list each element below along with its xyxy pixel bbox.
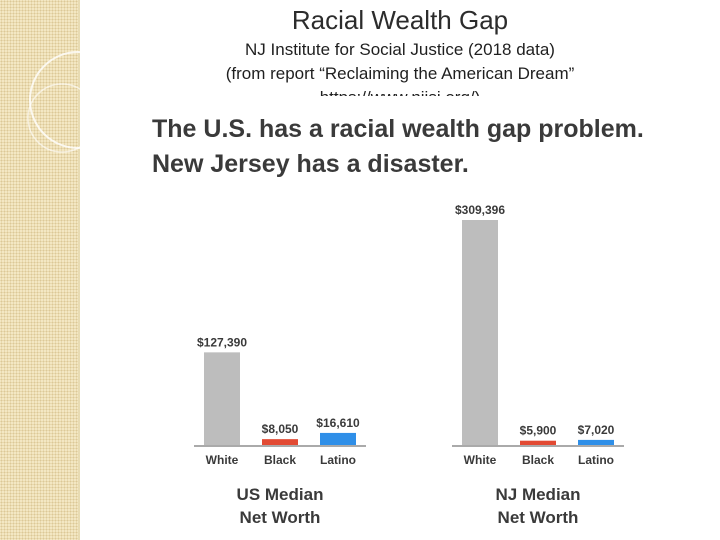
infographic-headline: The U.S. has a racial wealth gap problem…: [152, 112, 644, 182]
nj-chart-title-line-2: Net Worth: [498, 508, 579, 527]
nj-chart-title-line-1: NJ Median: [495, 485, 580, 504]
bar-charts: $127,390 White $8,050 Black $16,610 Latino US …: [194, 203, 624, 527]
subtitle-line-2: (from report “Reclaiming the American Dr…: [225, 64, 575, 83]
nj-bar-black: [520, 440, 556, 445]
slide-title: Racial Wealth Gap: [291, 5, 509, 35]
us-value-label-white: $127,390: [197, 335, 247, 349]
us-value-label-latino: $16,610: [316, 416, 360, 430]
us-bar-white: [204, 352, 240, 445]
us-bar-black: [262, 439, 298, 445]
nj-category-label-white: White: [464, 453, 497, 467]
slide-subtitle: NJ Institute for Social Justice (2018 da…: [80, 38, 720, 96]
nj-category-label-latino: Latino: [578, 453, 614, 467]
nj-bar-white: [462, 220, 498, 445]
us-category-label-black: Black: [264, 453, 296, 467]
headline-line-1: The U.S. has a racial wealth gap problem…: [152, 115, 644, 143]
us-value-label-black: $8,050: [262, 422, 299, 436]
sidebar-decoration: [0, 0, 78, 540]
nj-category-label-black: Black: [522, 453, 554, 467]
us-category-label-latino: Latino: [320, 453, 356, 467]
nj-value-label-black: $5,900: [520, 424, 557, 438]
nj-value-label-white: $309,396: [455, 203, 505, 217]
nj-value-label-latino: $7,020: [578, 423, 615, 437]
nj-bar-latino: [578, 439, 614, 445]
subtitle-line-1: NJ Institute for Social Justice (2018 da…: [245, 40, 555, 59]
us-bar-latino: [320, 432, 356, 445]
us-chart-title-line-2: Net Worth: [240, 508, 321, 527]
us-category-label-white: White: [206, 453, 239, 467]
infographic: The U.S. has a racial wealth gap problem…: [80, 100, 720, 540]
subtitle-line-3: https://www.njisj.org/): [80, 86, 720, 96]
headline-line-2: New Jersey has a disaster.: [152, 150, 469, 178]
sidebar-divider: [78, 0, 80, 540]
us-chart-title-line-1: US Median: [237, 485, 324, 504]
